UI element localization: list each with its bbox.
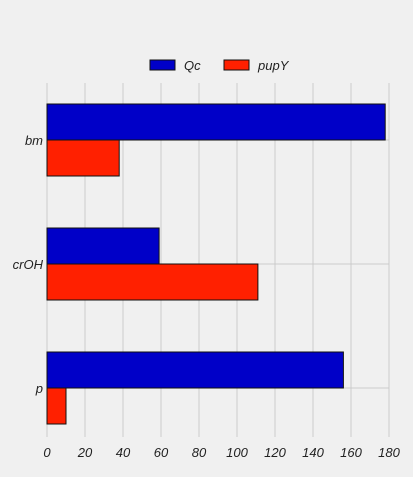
x-tick-label: 140 (302, 445, 324, 460)
x-tick-label: 100 (226, 445, 248, 460)
bar-Qc-p (46, 351, 344, 389)
bar-Qc-bm (46, 103, 386, 141)
x-tick-label: 0 (43, 445, 51, 460)
x-tick-label: 180 (378, 445, 400, 460)
y-tick-labels: bm crOH p (13, 133, 44, 396)
y-tick-label: crOH (13, 257, 44, 272)
legend-swatch-Qc (149, 59, 176, 71)
x-tick-label: 120 (264, 445, 286, 460)
legend: Qc pupY (149, 58, 290, 73)
x-tick-label: 80 (192, 445, 207, 460)
x-tick-label: 60 (154, 445, 169, 460)
legend-label-Qc: Qc (184, 58, 201, 73)
bar-Qc-crOH (46, 227, 160, 265)
legend-swatch-pupY (223, 59, 250, 71)
legend-label-pupY: pupY (257, 58, 290, 73)
x-tick-label: 160 (340, 445, 362, 460)
bars (46, 103, 386, 425)
bar-pupY-bm (46, 139, 120, 177)
y-tick-label: p (35, 381, 43, 396)
bar-pupY-crOH (46, 263, 259, 301)
x-tick-label: 40 (116, 445, 131, 460)
x-tick-label: 20 (77, 445, 93, 460)
bar-pupY-p (46, 387, 67, 425)
y-tick-label: bm (25, 133, 43, 148)
x-tick-labels: 0 20 40 60 80 100 120 140 160 180 (43, 445, 400, 460)
